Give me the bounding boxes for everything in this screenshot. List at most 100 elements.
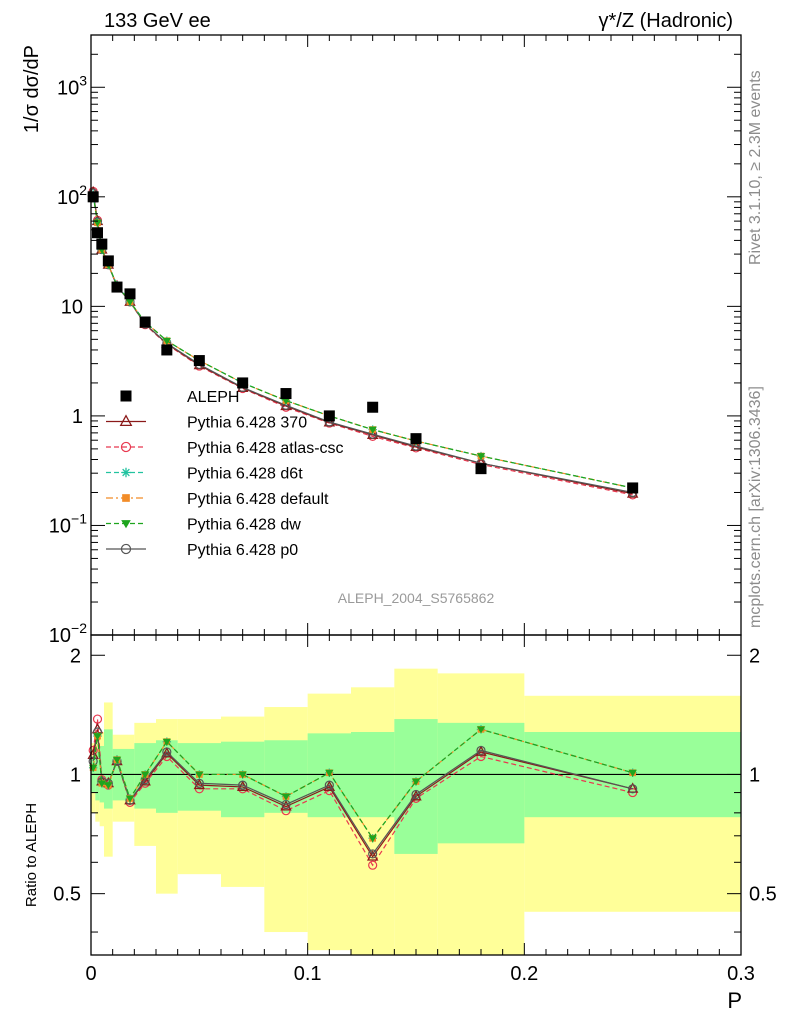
legend-label: Pythia 6.428 d6t — [187, 466, 303, 483]
ratio-y-tick-label-right: 1 — [749, 764, 760, 786]
ratio-point — [238, 771, 247, 779]
ratio-ylabel: Ratio to ALEPH — [23, 803, 40, 907]
main-series-line — [92, 194, 633, 489]
ratio-y-tick-label-right: 0.5 — [749, 884, 777, 906]
legend-label: Pythia 6.428 370 — [187, 415, 307, 432]
y-tick-label: 10 — [61, 296, 83, 318]
x-tick-label: 0 — [85, 963, 96, 985]
ratio-panel — [87, 668, 741, 955]
legend-item: ALEPH — [120, 389, 239, 406]
ratio-point — [325, 769, 334, 777]
legend-marker — [120, 390, 132, 402]
aleph-point — [627, 482, 639, 494]
ratio-point — [368, 849, 378, 859]
legend-marker — [119, 414, 133, 426]
ratio-point — [161, 747, 173, 758]
ratio-y-tick-label-left: 2 — [70, 645, 81, 667]
main-series-line — [92, 192, 633, 495]
ratio-point — [366, 850, 379, 861]
main-series-line — [92, 191, 633, 496]
main-ylabel: 1/σ dσ/dP — [21, 45, 43, 133]
ratio-point — [162, 747, 172, 757]
ratio-point — [368, 860, 378, 870]
header-left: 133 GeV ee — [104, 10, 211, 32]
ratio-series-line — [92, 728, 633, 840]
aleph-point — [139, 316, 151, 328]
main-series-line — [92, 194, 633, 489]
legend-marker — [120, 543, 132, 555]
ratio-band-outer — [351, 687, 395, 955]
ratio-point — [628, 769, 637, 777]
y-tick-label: 103 — [57, 72, 87, 99]
watermark: ALEPH_2004_S5765862 — [338, 590, 495, 606]
ratio-point — [139, 775, 151, 786]
y-tick-label: 10−2 — [49, 620, 87, 647]
ratio-point — [411, 778, 421, 786]
y-tick-label: 10−1 — [49, 510, 87, 537]
ratio-point — [368, 835, 377, 843]
aleph-point — [161, 344, 173, 356]
x-axis-label: P — [727, 988, 742, 1013]
ratio-band-inner — [437, 722, 525, 844]
legend-label: ALEPH — [187, 389, 239, 406]
legend-item: Pythia 6.428 370 — [106, 414, 307, 432]
aleph-point — [102, 255, 114, 267]
ratio-point — [410, 790, 422, 801]
ratio-band-inner — [104, 729, 113, 809]
aleph-point — [367, 401, 379, 413]
aleph-point — [323, 410, 335, 422]
aleph-point — [96, 238, 108, 250]
main-series-line — [92, 194, 633, 489]
main-point — [281, 397, 291, 405]
legend-label: Pythia 6.428 atlas-csc — [187, 440, 344, 457]
ratio-point — [476, 726, 486, 734]
ratio-point — [112, 756, 122, 764]
legend-marker — [121, 467, 131, 478]
main-point — [162, 337, 172, 345]
aleph-point — [475, 463, 487, 475]
aleph-point — [237, 377, 249, 389]
ratio-point — [411, 789, 421, 800]
legend-item: Pythia 6.428 dw — [106, 517, 301, 534]
ratio-y-tick-label-left: 0.5 — [53, 884, 81, 906]
main-point — [476, 453, 486, 461]
legend-marker — [122, 494, 130, 502]
ratio-band-inner — [221, 741, 265, 818]
ratio-point — [628, 784, 638, 794]
ratio-point — [324, 780, 334, 790]
legend: ALEPH Pythia 6.428 370 Pythia 6.428 atlas-… — [106, 389, 344, 559]
aleph-point — [111, 281, 123, 293]
legend-item: Pythia 6.428 default — [106, 491, 329, 508]
ratio-point — [140, 771, 150, 779]
legend-label: Pythia 6.428 dw — [187, 517, 301, 534]
x-tick-label: 0.1 — [294, 963, 322, 985]
header-right: γ*/Z (Hadronic) — [599, 10, 733, 32]
legend-label: Pythia 6.428 default — [187, 491, 329, 508]
ratio-point — [193, 778, 206, 790]
ratio-point — [104, 782, 113, 790]
mcplots-label: mcplots.cern.ch [arXiv:1306.3436] — [747, 386, 764, 628]
ratio-point — [162, 738, 172, 746]
aleph-point — [280, 388, 292, 400]
main-panel: 0 0.1 0.2 0.3 10−2 10−1 1 10 102 103 0.5 0.5 1 1 2 2 — [49, 34, 777, 985]
ratio-band-inner — [91, 758, 96, 793]
legend-label: Pythia 6.428 p0 — [187, 542, 298, 559]
ratio-point — [476, 745, 486, 756]
ratio-point — [280, 800, 292, 811]
legend-marker — [120, 441, 132, 453]
main-point — [368, 426, 377, 434]
ratio-band-outer — [307, 693, 351, 951]
legend-item: Pythia 6.428 d6t — [106, 466, 303, 483]
ratio-point — [93, 733, 102, 741]
legend-marker — [121, 520, 131, 529]
ratio-point — [238, 780, 248, 790]
rivet-label: Rivet 3.1.10, ≥ 2.3M events — [747, 70, 764, 265]
aleph-point — [410, 433, 422, 445]
aleph-point — [193, 355, 205, 367]
legend-item: Pythia 6.428 p0 — [106, 542, 298, 559]
ratio-point — [97, 780, 107, 788]
ratio-point — [125, 795, 135, 803]
ratio-point — [195, 771, 204, 779]
ratio-y-tick-label-right: 2 — [749, 645, 760, 667]
